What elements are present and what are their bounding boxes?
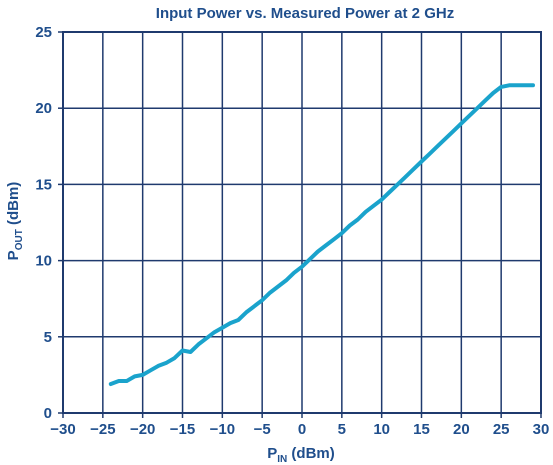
x-tick-label: 20	[453, 421, 470, 438]
chart-title: Input Power vs. Measured Power at 2 GHz	[156, 5, 454, 22]
x-tick-label: 5	[338, 421, 346, 438]
y-tick-label: 0	[44, 405, 52, 422]
series-layer	[108, 83, 535, 386]
y-axis-ticks: 0 5 10 15 20 25	[35, 24, 63, 422]
x-tick-label: −15	[170, 421, 195, 438]
x-tick-label: −20	[130, 421, 155, 438]
x-axis-ticks: −30 −25 −20 −15 −10 −5 0 5 10 15 20 25 30	[50, 413, 549, 438]
x-tick-label: −25	[90, 421, 115, 438]
y-tick-label: 25	[35, 24, 52, 41]
x-tick-label: −30	[50, 421, 75, 438]
x-tick-label: −5	[254, 421, 271, 438]
y-tick-label: 15	[35, 176, 52, 193]
y-axis-label: POUT (dBm)	[5, 182, 25, 261]
x-tick-label: 10	[373, 421, 390, 438]
y-tick-label: 20	[35, 100, 52, 117]
x-tick-label: 30	[533, 421, 550, 438]
x-axis-label-unit: (dBm)	[287, 445, 335, 462]
y-tick-label: 5	[44, 329, 52, 346]
x-axis-label-main: P	[267, 445, 277, 462]
x-tick-label: 25	[493, 421, 510, 438]
x-tick-label: −10	[210, 421, 235, 438]
y-tick-label: 10	[35, 253, 52, 270]
x-axis-label: PIN (dBm)	[267, 445, 335, 465]
x-axis-label-sub: IN	[277, 454, 287, 465]
y-axis-label-sub: OUT	[14, 229, 25, 250]
y-axis-label-main: P	[5, 250, 22, 260]
grid	[62, 31, 542, 414]
y-axis-label-unit: (dBm)	[5, 182, 22, 230]
x-tick-label: 0	[298, 421, 306, 438]
series-line-0	[108, 83, 535, 386]
x-tick-label: 15	[413, 421, 430, 438]
